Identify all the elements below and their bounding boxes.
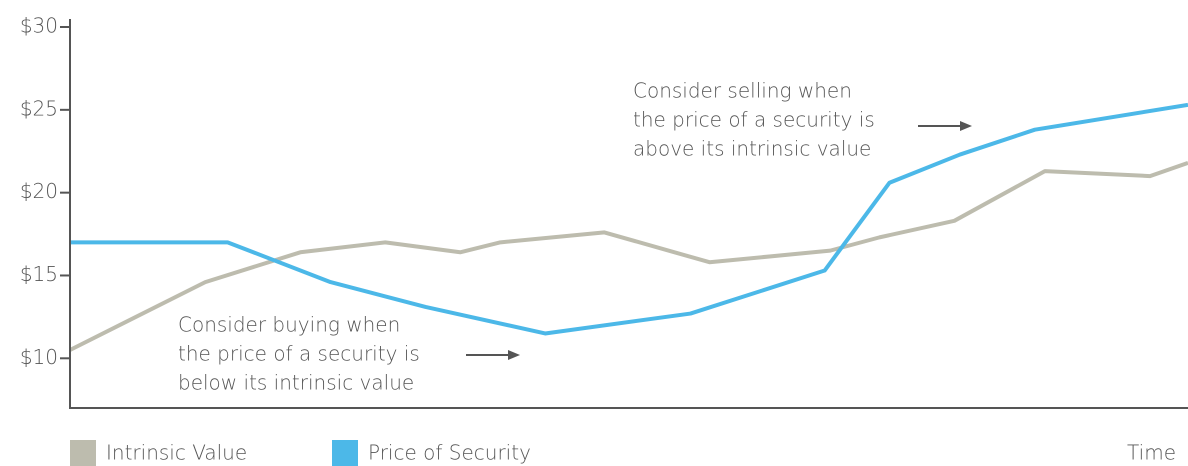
legend-label: Intrinsic Value xyxy=(106,441,247,465)
y-tick-label: $15 xyxy=(20,262,58,286)
annotation-text: the price of a security is xyxy=(178,342,420,366)
annotation-text: below its intrinsic value xyxy=(178,371,414,395)
annotation-text: above its intrinsic value xyxy=(633,137,871,161)
x-axis-label: Time xyxy=(1127,441,1176,465)
y-tick-label: $30 xyxy=(20,14,58,38)
series-line xyxy=(69,160,1188,352)
legend-label: Price of Security xyxy=(368,441,531,465)
legend-swatch xyxy=(70,440,96,466)
annotation-arrowhead xyxy=(960,121,972,131)
y-tick-label: $25 xyxy=(20,96,58,120)
series-line xyxy=(70,102,1188,336)
legend-swatch xyxy=(332,440,358,466)
annotation-arrowhead xyxy=(508,350,520,360)
annotation-text: Consider buying when xyxy=(178,313,400,337)
y-tick-label: $20 xyxy=(20,179,58,203)
annotation-text: the price of a security is xyxy=(633,108,875,132)
annotation-text: Consider selling when xyxy=(633,79,852,103)
y-tick-label: $10 xyxy=(20,345,58,369)
